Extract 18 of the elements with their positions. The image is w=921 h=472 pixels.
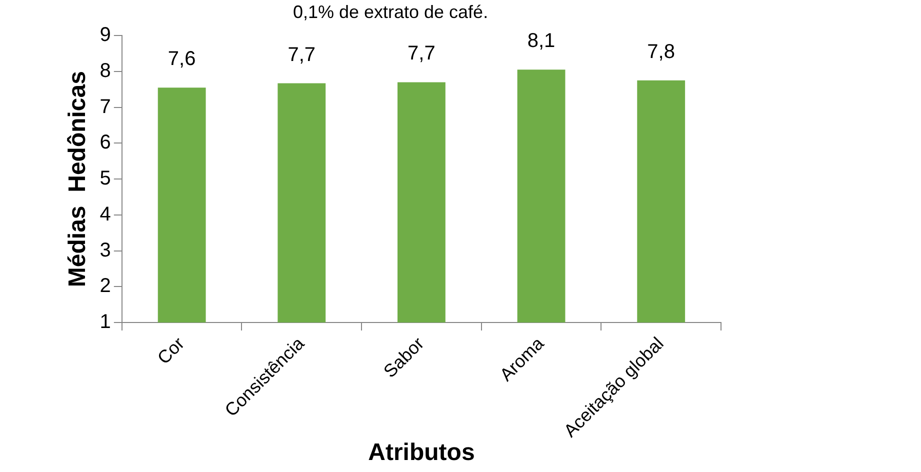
- x-tick-label: Cor: [154, 333, 188, 368]
- y-tick-label: 9: [100, 24, 111, 46]
- data-label: 7,8: [647, 40, 675, 63]
- data-label: 7,6: [168, 48, 196, 70]
- y-tick-label: 7: [100, 96, 111, 118]
- data-label: 7,7: [408, 42, 436, 65]
- y-tick-label: 6: [100, 132, 111, 154]
- data-label: 8,1: [527, 30, 556, 52]
- y-tick-label: 4: [100, 203, 111, 226]
- y-tick-label: 5: [100, 168, 111, 190]
- chart-title: 0,1% de extrato de café.: [292, 2, 488, 22]
- data-label: 7,7: [288, 44, 316, 66]
- y-tick-label: 3: [100, 239, 111, 262]
- y-axis-title: Médias Hedônicas: [64, 71, 92, 288]
- y-tick-label: 8: [100, 60, 111, 82]
- y-tick-label: 1: [100, 311, 111, 334]
- y-tick-label: 2: [100, 275, 111, 298]
- x-axis-title: Atributos: [368, 439, 475, 466]
